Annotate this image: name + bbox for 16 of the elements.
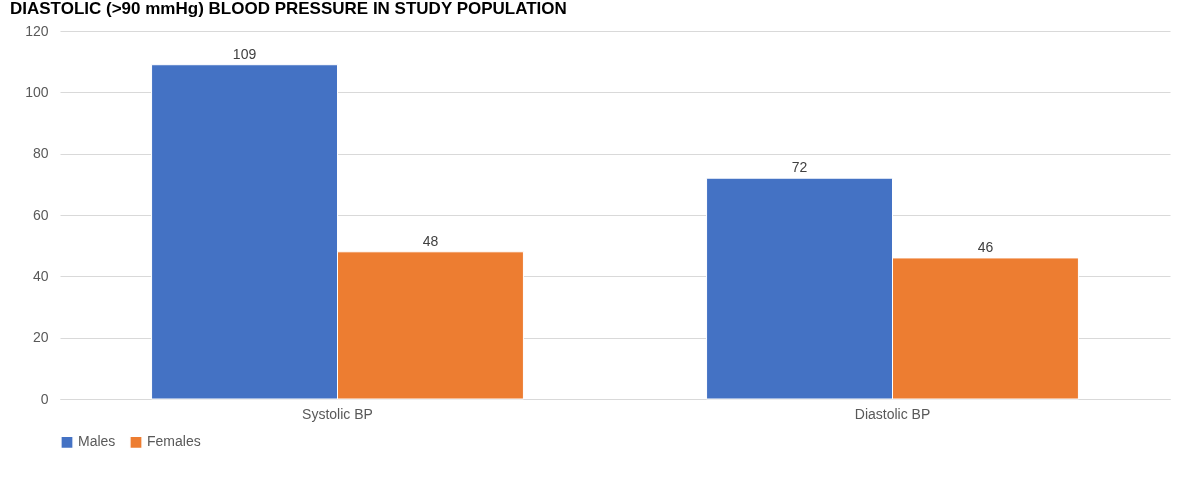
data-label: 72 xyxy=(791,159,808,176)
data-label: 109 xyxy=(232,45,257,62)
y-tick-label: 20 xyxy=(32,329,49,346)
y-tick-label: 40 xyxy=(32,267,49,284)
data-label: 48 xyxy=(422,232,439,249)
x-tick-label: Systolic BP xyxy=(302,405,373,422)
legend-label: Males xyxy=(78,433,116,450)
y-tick-label: 120 xyxy=(25,22,49,39)
legend-label: Females xyxy=(147,433,201,450)
chart-title: DIASTOLIC (>90 mmHg) BLOOD PRESSURE IN STUDY POPULATION xyxy=(10,0,567,18)
y-tick-label: 0 xyxy=(40,390,49,407)
data-label: 46 xyxy=(977,238,994,255)
y-tick-label: 60 xyxy=(32,206,49,223)
y-tick-label: 100 xyxy=(25,83,49,100)
x-tick-label: Diastolic BP xyxy=(854,405,931,422)
y-tick-label: 80 xyxy=(32,145,49,162)
